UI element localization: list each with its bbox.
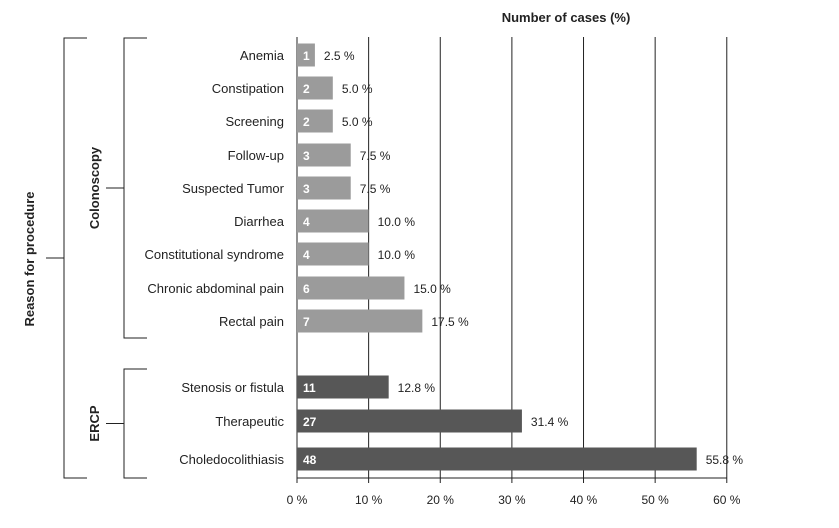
x-tick-label: 40 % — [570, 493, 598, 507]
category-label: Follow-up — [228, 148, 284, 163]
category-label: Constipation — [212, 81, 284, 96]
x-axis-title: Number of cases (%) — [502, 10, 631, 25]
count-label: 2 — [303, 82, 310, 96]
category-label: Chronic abdominal pain — [147, 281, 284, 296]
group-label: Colonoscopy — [87, 146, 102, 229]
percent-label: 7.5 % — [360, 182, 391, 196]
category-label: Constitutional syndrome — [145, 247, 284, 262]
percent-label: 10.0 % — [378, 248, 416, 262]
x-axis-ticks: 0 % 10 % 20 % 30 % 40 % 50 % 60 % — [287, 477, 741, 507]
x-tick-label: 10 % — [355, 493, 383, 507]
percent-label: 31.4 % — [531, 415, 569, 429]
category-label: Stenosis or fistula — [181, 380, 284, 395]
percent-label: 7.5 % — [360, 149, 391, 163]
x-tick-label: 60 % — [713, 493, 741, 507]
percent-label: 15.0 % — [413, 282, 451, 296]
x-tick-label: 30 % — [498, 493, 526, 507]
percent-label: 12.8 % — [398, 381, 436, 395]
colonoscopy-bracket — [123, 37, 147, 339]
grid — [296, 37, 728, 478]
category-label: Choledocolithiasis — [179, 452, 284, 467]
y-axis-title: Reason for procedure — [22, 191, 37, 326]
count-label: 4 — [303, 215, 310, 229]
category-label: Rectal pain — [219, 314, 284, 329]
count-label: 27 — [303, 415, 317, 429]
bar — [297, 409, 522, 433]
category-label: Therapeutic — [215, 414, 284, 429]
count-label: 11 — [303, 381, 316, 395]
count-label: 2 — [303, 115, 310, 129]
bar — [297, 276, 405, 300]
percent-label: 10.0 % — [378, 215, 416, 229]
count-label: 7 — [303, 315, 310, 329]
bar — [297, 309, 423, 333]
bar — [297, 109, 333, 133]
count-label: 48 — [303, 453, 317, 467]
bar — [297, 375, 389, 399]
ercp-bracket — [123, 368, 147, 479]
percent-label: 55.8 % — [706, 453, 744, 467]
group-brackets: Colonoscopy ERCP — [46, 37, 147, 479]
x-tick-label: 0 % — [287, 493, 308, 507]
bar — [297, 242, 369, 266]
count-label: 3 — [303, 182, 310, 196]
reason-bracket — [63, 37, 87, 479]
category-label: Screening — [225, 114, 284, 129]
percent-label: 2.5 % — [324, 49, 355, 63]
percent-label: 17.5 % — [431, 315, 469, 329]
count-label: 1 — [303, 49, 310, 63]
count-label: 6 — [303, 282, 310, 296]
group-label: ERCP — [87, 405, 102, 441]
bar — [297, 43, 315, 67]
percent-label: 5.0 % — [342, 82, 373, 96]
category-label: Diarrhea — [234, 214, 285, 229]
count-label: 4 — [303, 248, 310, 262]
bar — [297, 176, 351, 200]
category-label: Anemia — [240, 48, 285, 63]
x-tick-label: 50 % — [641, 493, 669, 507]
count-label: 3 — [303, 149, 310, 163]
bars: Anemia 1 2.5 % Constipation 2 5.0 % Screening 2… — [145, 43, 744, 471]
bar — [297, 143, 351, 167]
bar — [297, 447, 697, 471]
bar — [297, 76, 333, 100]
category-label: Suspected Tumor — [182, 181, 285, 196]
x-tick-label: 20 % — [427, 493, 455, 507]
bar — [297, 209, 369, 233]
percent-label: 5.0 % — [342, 115, 373, 129]
